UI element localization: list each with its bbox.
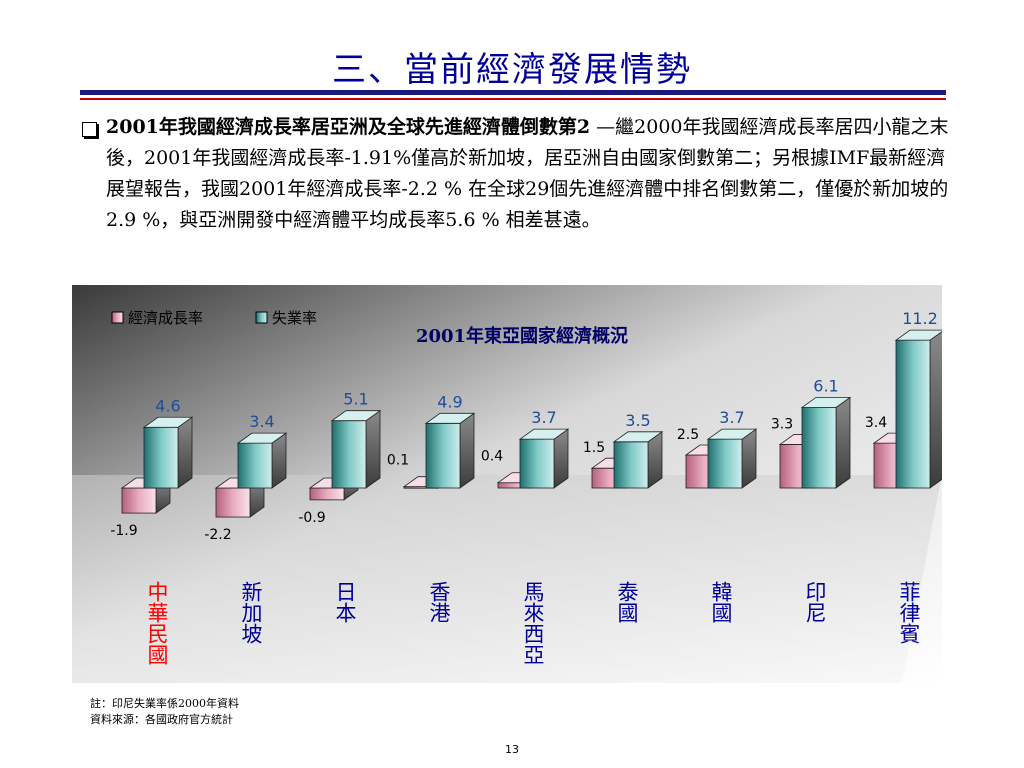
unemployment-bar-2 — [330, 409, 382, 489]
chart-floor — [72, 475, 942, 683]
unemployment-bar-7 — [800, 396, 852, 489]
growth-value-label: 0.4 — [481, 449, 503, 465]
category-label: 香港 — [427, 581, 451, 623]
category-label: 韓國 — [709, 581, 733, 623]
title-rule-thin — [80, 98, 946, 100]
economy-chart: -1.9 4.6 -2.2 3.4 -0.9 5.1 0.1 4.9 0.4 3.7 1.5 3.5 2… — [72, 285, 946, 683]
unemployment-bar-8 — [894, 329, 946, 489]
unemployment-bar-0 — [142, 416, 194, 489]
unemployment-value-label: 3.7 — [531, 408, 556, 427]
footnotes: 註：印尼失業率係2000年資料 資料來源：各國政府官方統計 — [90, 696, 239, 728]
category-label: 泰國 — [615, 581, 639, 623]
growth-value-label: 2.5 — [677, 427, 699, 443]
legend-unemployment-label: 失業率 — [272, 309, 317, 327]
growth-value-label: -1.9 — [110, 523, 137, 539]
unemployment-value-label: 3.7 — [719, 408, 744, 427]
category-label: 馬來西亞 — [521, 581, 545, 665]
footnote-source: 資料來源：各國政府官方統計 — [90, 713, 233, 726]
unemployment-bar-6 — [706, 428, 758, 489]
page-number: 13 — [505, 743, 519, 756]
unemployment-value-label: 3.4 — [249, 412, 274, 431]
bullet-lead: 2001年我國經濟成長率居亞洲及全球先進經濟體倒數第2 — [106, 116, 591, 138]
legend-growth-swatch — [111, 311, 124, 324]
unemployment-value-label: 5.1 — [343, 390, 368, 409]
legend: 經濟成長率 失業率 — [111, 309, 317, 327]
growth-value-label: 0.1 — [387, 453, 409, 469]
unemployment-value-label: 4.9 — [437, 392, 462, 411]
bullet-checkbox-icon — [82, 122, 97, 137]
bullet-body: —繼2000年我國經濟成長率居四小龍之末後，2001年我國經濟成長率-1.91%… — [106, 116, 949, 231]
unemployment-bar-4 — [518, 428, 570, 489]
slide-title: 三、當前經濟發展情勢 — [332, 50, 692, 90]
category-label: 日本 — [333, 581, 357, 623]
growth-value-label: 3.3 — [771, 416, 793, 432]
category-label: 印尼 — [803, 581, 827, 623]
unemployment-value-label: 6.1 — [813, 376, 838, 395]
category-label: 菲律賓 — [897, 581, 921, 644]
growth-value-label: -2.2 — [204, 527, 231, 543]
growth-value-label: 3.4 — [865, 415, 887, 431]
unemployment-bar-3 — [424, 412, 476, 489]
legend-unemployment-swatch — [255, 311, 268, 324]
bullet-paragraph: 2001年我國經濟成長率居亞洲及全球先進經濟體倒數第2 —繼2000年我國經濟成… — [106, 112, 956, 236]
unemployment-bar-5 — [612, 431, 664, 489]
footnote-indonesia: 註：印尼失業率係2000年資料 — [90, 697, 239, 710]
growth-value-label: -0.9 — [298, 510, 325, 526]
title-rule-thick — [80, 90, 946, 95]
unemployment-value-label: 4.6 — [155, 396, 180, 415]
category-label: 新加坡 — [239, 581, 263, 644]
unemployment-value-label: 11.2 — [902, 309, 938, 328]
category-label: 中華民國 — [145, 581, 169, 665]
chart-panel: -1.9 4.6 -2.2 3.4 -0.9 5.1 0.1 4.9 0.4 3.7 1.5 3.5 2… — [72, 285, 946, 683]
legend-growth-label: 經濟成長率 — [128, 309, 203, 327]
unemployment-value-label: 3.5 — [625, 411, 650, 430]
unemployment-bar-1 — [236, 432, 288, 489]
chart-title: 2001年東亞國家經濟概況 — [416, 325, 628, 347]
growth-value-label: 1.5 — [583, 440, 605, 456]
